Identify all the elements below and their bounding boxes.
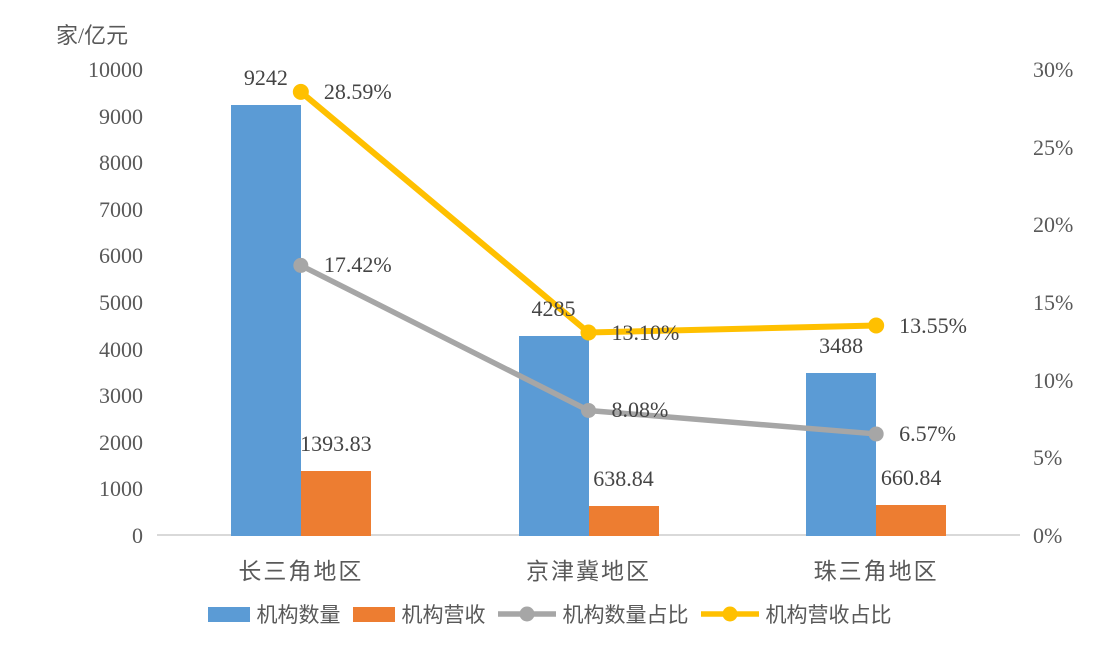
line-data-label: 6.57%	[899, 420, 956, 446]
left-axis-title: 家/亿元	[56, 23, 129, 48]
legend-item-institution-revenue: 机构营收	[352, 599, 486, 629]
category-label: 长三角地区	[238, 559, 364, 584]
left-axis-tick-label: 3000	[99, 383, 143, 409]
line-data-label: 13.55%	[899, 312, 967, 338]
left-axis-tick-label: 7000	[99, 196, 143, 222]
legend-item-institution-count: 机构数量	[207, 599, 341, 629]
left-axis-tick-label: 10000	[88, 57, 143, 82]
legend-swatch-count-share-line	[497, 606, 556, 622]
bar-data-label: 660.84	[880, 465, 942, 491]
right-axis-tick-label: 15%	[1033, 290, 1074, 315]
legend-swatch-institution-count	[207, 606, 250, 622]
legend-item-count-share: 机构数量占比	[497, 599, 689, 629]
line-marker	[868, 317, 885, 334]
right-axis-tick-label: 25%	[1033, 134, 1074, 160]
left-axis-tick-label: 2000	[99, 429, 143, 455]
left-axis-tick-label: 8000	[99, 150, 143, 176]
line-data-label: 28.59%	[323, 78, 392, 104]
legend: 机构数量 机构营收 机构数量占比 机构营收占比	[0, 599, 1099, 629]
line-data-label: 17.42%	[323, 252, 392, 278]
left-axis-tick-label: 1000	[99, 476, 143, 502]
legend-label-revenue-share: 机构营收占比	[765, 603, 892, 627]
right-axis-tick-label: 20%	[1033, 212, 1074, 238]
legend-item-revenue-share: 机构营收占比	[700, 599, 892, 629]
left-axis-tick-label: 4000	[99, 336, 143, 362]
bar-data-label: 638.84	[593, 466, 654, 492]
bar-data-label: 9242	[243, 65, 288, 91]
right-axis-tick-label: 10%	[1033, 367, 1074, 393]
bar-segment	[300, 471, 371, 536]
bar-data-label: 4285	[531, 296, 576, 322]
bar-data-label: 3488	[819, 333, 864, 359]
legend-label-count-share: 机构数量占比	[562, 603, 689, 627]
category-label: 京津冀地区	[525, 559, 651, 584]
left-axis-tick-label: 0	[132, 523, 143, 548]
bar-segment	[876, 505, 947, 536]
bar-segment	[230, 105, 301, 536]
left-axis-tick-label: 6000	[99, 243, 143, 269]
legend-swatch-revenue-share-line	[700, 606, 759, 622]
left-axis-tick-label: 9000	[99, 103, 143, 129]
bar-data-label: 1393.83	[300, 431, 372, 457]
line-data-label: 8.08%	[611, 397, 669, 423]
legend-label-institution-revenue: 机构营收	[401, 603, 486, 627]
line-data-label: 13.10%	[611, 319, 680, 345]
bar-segment	[518, 336, 589, 536]
category-label: 珠三角地区	[813, 559, 939, 584]
right-axis-tick-label: 5%	[1033, 445, 1063, 471]
bar-segment	[806, 373, 877, 536]
bar-segment	[588, 506, 659, 536]
legend-swatch-institution-revenue	[352, 606, 395, 622]
right-axis-tick-label: 30%	[1033, 57, 1074, 82]
left-axis-tick-label: 5000	[99, 290, 143, 315]
legend-label-institution-count: 机构数量	[256, 603, 341, 627]
right-axis-tick-label: 0%	[1033, 523, 1063, 548]
